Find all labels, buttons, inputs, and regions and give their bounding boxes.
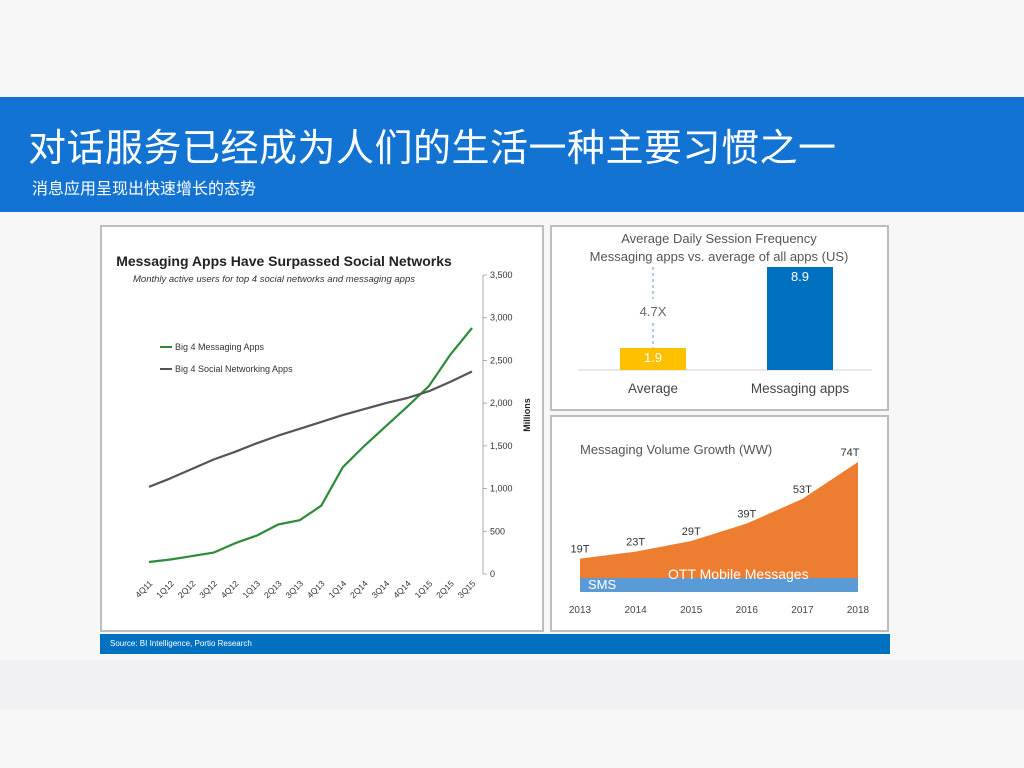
x-tick-label: 2Q15 [434, 578, 456, 600]
legend-label: Big 4 Social Networking Apps [175, 364, 293, 374]
line-chart-legend: Big 4 Messaging Apps Big 4 Social Network… [160, 342, 293, 374]
x-tick-label: 2016 [736, 605, 759, 616]
y-tick-label: 500 [490, 526, 505, 536]
x-tick-label: 2Q12 [176, 578, 198, 600]
x-tick-label: 2015 [680, 605, 703, 616]
x-tick-label: 3Q15 [456, 578, 478, 600]
x-tick-label: 3Q13 [283, 578, 305, 600]
bar-chart-panel: Average Daily Session Frequency Messagin… [550, 225, 889, 411]
line-chart-subtitle: Monthly active users for top 4 social ne… [133, 274, 415, 285]
bar-category-label: Messaging apps [751, 381, 850, 396]
x-tick-label: 4Q12 [219, 578, 241, 600]
bar-chart-subtitle: Messaging apps vs. average of all apps (… [590, 249, 849, 264]
x-tick-label: 1Q13 [240, 578, 262, 600]
title-banner: 对话服务已经成为人们的生活一种主要习惯之一 消息应用呈现出快速增长的态势 [0, 97, 1024, 212]
x-tick-label: 1Q14 [326, 578, 348, 600]
x-tick-label: 2Q14 [348, 578, 370, 600]
y-tick-label: 1,000 [490, 484, 513, 494]
y-tick-label: 0 [490, 569, 495, 579]
footer-strip [0, 660, 1024, 710]
y-tick-label: 1,500 [490, 441, 513, 451]
series-label-ott: OTT Mobile Messages [668, 566, 809, 582]
slide-subtitle: 消息应用呈现出快速增长的态势 [32, 179, 257, 198]
bar-value-label: 1.9 [644, 350, 662, 365]
series-line-social [148, 370, 473, 488]
x-tick-label: 2017 [791, 605, 814, 616]
legend-label: Big 4 Messaging Apps [175, 342, 265, 352]
line-chart-ylabel: Millions [522, 398, 532, 432]
bar-category-label: Average [628, 381, 678, 396]
area-chart: Messaging Volume Growth (WW) SMS OTT Mobi… [569, 442, 870, 616]
line-chart-x-axis: 4Q11 1Q12 2Q12 3Q12 4Q12 1Q13 2Q13 3Q13 4Q13 1Q14… [133, 578, 478, 600]
x-tick-label: 2014 [624, 605, 647, 616]
x-tick-label: 3Q12 [197, 578, 219, 600]
line-chart-panel: Messaging Apps Have Surpassed Social Net… [100, 225, 544, 632]
y-tick-label: 3,000 [490, 313, 513, 323]
y-tick-label: 3,500 [490, 270, 513, 280]
series-line-messaging [148, 327, 473, 564]
bar-chart-bars: 1.9 Average 8.9 Messaging apps 4.7X [578, 267, 872, 396]
bar [767, 267, 833, 370]
point-label: 74T [841, 447, 860, 459]
point-label: 53T [793, 484, 812, 496]
bar-value-label: 8.9 [791, 269, 809, 284]
line-chart: Messaging Apps Have Surpassed Social Net… [116, 253, 532, 600]
x-tick-label: 4Q14 [391, 578, 413, 600]
point-label: 23T [626, 537, 645, 549]
area-chart-title: Messaging Volume Growth (WW) [580, 442, 772, 457]
x-tick-label: 2018 [847, 605, 870, 616]
source-note: Source: BI Intelligence, Portio Research [100, 634, 890, 654]
x-tick-label: 1Q12 [154, 578, 176, 600]
x-tick-label: 4Q11 [133, 578, 155, 600]
bar [620, 348, 686, 370]
area-chart-panel: Messaging Volume Growth (WW) SMS OTT Mobi… [550, 415, 889, 632]
slide-title: 对话服务已经成为人们的生活一种主要习惯之一 [28, 126, 837, 170]
line-chart-y-axis: 0 500 1,000 1,500 2,000 2,500 3,000 3,500 [482, 270, 513, 579]
x-tick-label: 4Q13 [305, 578, 327, 600]
x-tick-label: 2Q13 [262, 578, 284, 600]
y-tick-label: 2,500 [490, 355, 513, 365]
bar-chart-title: Average Daily Session Frequency [621, 231, 817, 246]
bar-chart: Average Daily Session Frequency Messagin… [578, 231, 872, 396]
point-label: 19T [571, 544, 590, 556]
x-tick-label: 2013 [569, 605, 592, 616]
area-sms [580, 577, 858, 592]
point-label: 39T [737, 508, 756, 520]
point-label: 29T [682, 526, 701, 538]
area-ott [580, 462, 858, 578]
x-tick-label: 1Q15 [413, 578, 435, 600]
x-tick-label: 3Q14 [370, 578, 392, 600]
y-tick-label: 2,000 [490, 398, 513, 408]
line-chart-series [148, 327, 473, 564]
line-chart-title: Messaging Apps Have Surpassed Social Net… [116, 253, 452, 269]
ratio-annotation: 4.7X [640, 304, 667, 319]
series-label-sms: SMS [588, 577, 617, 592]
area-chart-areas: SMS OTT Mobile Messages 19T 23T 29T 39T 53T 74T… [569, 447, 870, 616]
